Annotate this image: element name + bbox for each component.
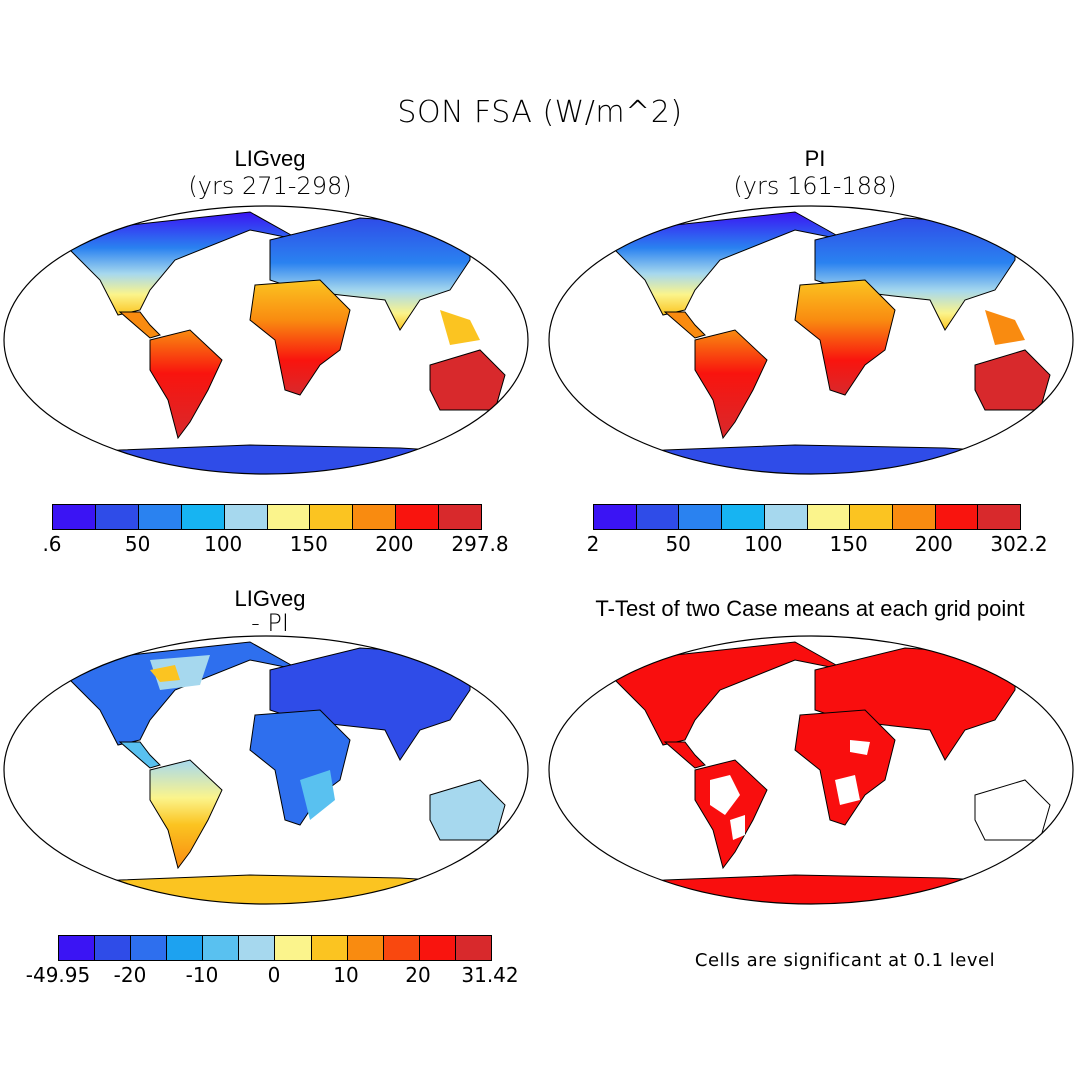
panel-diff-subtitle: - PI bbox=[251, 609, 289, 637]
panel-pi-title: PI bbox=[804, 146, 826, 171]
colorbar-tick-label: -49.95 bbox=[25, 963, 91, 987]
panel-ligveg-title: LIGveg bbox=[234, 146, 306, 171]
colorbar-tick-label: 50 bbox=[124, 532, 151, 556]
colorbar-swatch bbox=[636, 505, 680, 529]
colorbar-swatch bbox=[353, 505, 397, 529]
colorbar-tick-label: .6 bbox=[42, 532, 62, 556]
colorbar-tick-label: 10 bbox=[333, 963, 359, 987]
colorbar-ligveg bbox=[52, 504, 482, 530]
colorbar-swatch bbox=[764, 505, 808, 529]
colorbar-swatch bbox=[807, 505, 851, 529]
panel-ttest-title: T-Test of two Case means at each grid po… bbox=[595, 596, 1025, 621]
colorbar-tick-label: 302.2 bbox=[990, 532, 1048, 556]
colorbar-swatch bbox=[396, 505, 440, 529]
colorbar-swatch bbox=[95, 936, 132, 960]
colorbar-swatch bbox=[383, 936, 420, 960]
colorbar-swatch bbox=[935, 505, 979, 529]
panel-diff-title: LIGveg bbox=[234, 586, 306, 611]
colorbar-swatch bbox=[239, 936, 276, 960]
colorbar-swatch bbox=[310, 505, 354, 529]
colorbar-pi-ticks: 2 50 100 150 200 302.2 bbox=[587, 532, 1048, 556]
colorbar-swatch bbox=[203, 936, 240, 960]
colorbar-swatch bbox=[439, 505, 482, 529]
colorbar-swatch bbox=[347, 936, 384, 960]
map-ligveg bbox=[3, 205, 529, 475]
map-difference bbox=[3, 635, 529, 905]
colorbar-swatch bbox=[59, 936, 96, 960]
colorbar-swatch bbox=[892, 505, 936, 529]
colorbar-swatch bbox=[95, 505, 139, 529]
panel-pi-subtitle: (yrs 161-188) bbox=[733, 172, 897, 200]
colorbar-tick-label: 100 bbox=[204, 532, 243, 556]
colorbar-tick-label: 200 bbox=[914, 532, 953, 556]
colorbar-pi bbox=[593, 504, 1021, 530]
colorbar-tick-label: 0 bbox=[267, 963, 281, 987]
colorbar-swatch bbox=[850, 505, 893, 529]
colorbar-tick-label: 100 bbox=[744, 532, 783, 556]
colorbar-swatch bbox=[594, 505, 637, 529]
colorbar-tick-label: 50 bbox=[665, 532, 691, 556]
colorbar-tick-label: 31.42 bbox=[461, 963, 519, 987]
colorbar-tick-label: 297.8 bbox=[451, 532, 509, 556]
colorbar-ligveg-ticks: .6 50 100 150 200 297.8 bbox=[42, 532, 508, 556]
colorbar-swatch bbox=[181, 505, 225, 529]
colorbar-tick-label: -10 bbox=[185, 963, 219, 987]
colorbar-swatch bbox=[267, 505, 311, 529]
colorbar-swatch bbox=[131, 936, 168, 960]
figure-title: SON FSA (W/m^2) bbox=[397, 95, 683, 130]
colorbar-swatch bbox=[53, 505, 96, 529]
panel-ligveg-subtitle: (yrs 271-298) bbox=[188, 172, 352, 200]
colorbar-swatch bbox=[138, 505, 182, 529]
significance-note: Cells are significant at 0.1 level bbox=[694, 950, 996, 971]
map-pi bbox=[548, 205, 1074, 475]
map-ttest bbox=[548, 635, 1074, 905]
colorbar-swatch bbox=[275, 936, 312, 960]
colorbar-tick-label: -20 bbox=[113, 963, 147, 987]
colorbar-difference-ticks: -49.95 -20 -10 0 10 20 31.42 bbox=[26, 963, 519, 987]
colorbar-tick-label: 150 bbox=[829, 532, 868, 556]
colorbar-swatch bbox=[167, 936, 204, 960]
colorbar-tick-label: 20 bbox=[405, 963, 431, 987]
colorbar-swatch bbox=[311, 936, 348, 960]
colorbar-tick-label: 2 bbox=[586, 532, 600, 556]
colorbar-swatch bbox=[224, 505, 268, 529]
colorbar-tick-label: 150 bbox=[289, 532, 328, 556]
colorbar-swatch bbox=[978, 505, 1021, 529]
colorbar-swatch bbox=[455, 936, 491, 960]
colorbar-swatch bbox=[679, 505, 723, 529]
colorbar-swatch bbox=[419, 936, 456, 960]
colorbar-swatch bbox=[722, 505, 765, 529]
colorbar-difference bbox=[58, 935, 492, 961]
colorbar-tick-label: 200 bbox=[375, 532, 414, 556]
